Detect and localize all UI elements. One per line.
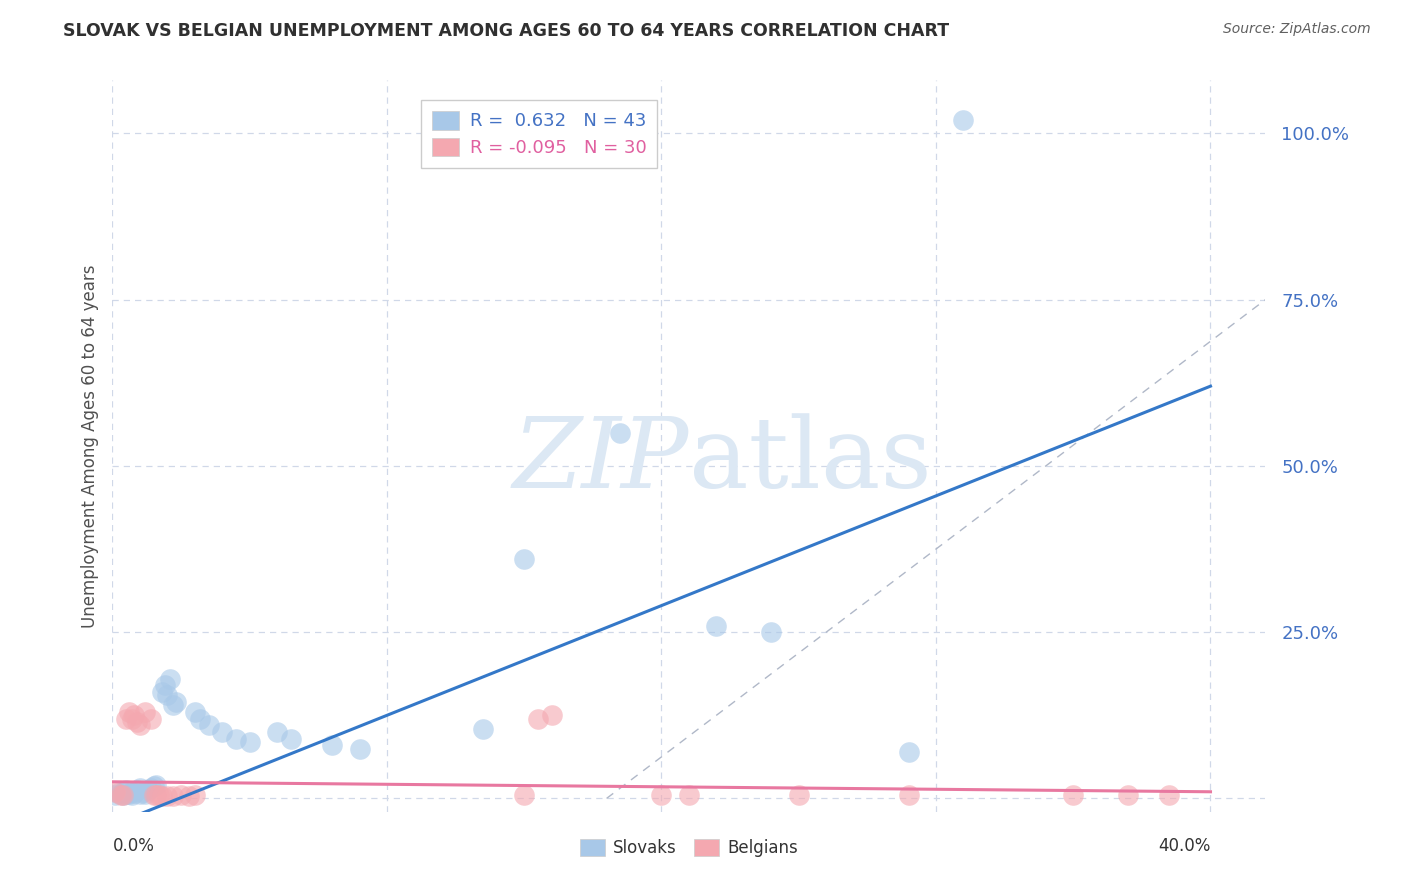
Point — [1116, 788, 1139, 802]
Point — [134, 787, 156, 801]
Point — [124, 786, 146, 800]
Point — [787, 788, 810, 802]
Point — [115, 783, 138, 797]
Point — [706, 618, 728, 632]
Point — [104, 788, 127, 802]
Point — [142, 780, 165, 794]
Point — [118, 788, 141, 802]
Point — [170, 788, 193, 802]
Point — [211, 725, 233, 739]
Point — [156, 789, 179, 803]
Point — [124, 708, 146, 723]
Y-axis label: Unemployment Among Ages 60 to 64 years: Unemployment Among Ages 60 to 64 years — [80, 264, 98, 628]
Point — [527, 712, 550, 726]
Point — [110, 788, 132, 802]
Point — [156, 689, 179, 703]
Text: 0.0%: 0.0% — [112, 838, 155, 855]
Point — [136, 782, 159, 797]
Point — [349, 741, 371, 756]
Point — [118, 705, 141, 719]
Point — [179, 789, 201, 803]
Text: ZIP: ZIP — [513, 413, 689, 508]
Point — [1159, 788, 1181, 802]
Point — [321, 738, 343, 752]
Point — [165, 695, 187, 709]
Point — [112, 788, 135, 802]
Point — [142, 788, 165, 802]
Point — [134, 705, 156, 719]
Point — [127, 714, 149, 729]
Point — [761, 625, 783, 640]
Point — [121, 712, 143, 726]
Point — [110, 788, 132, 802]
Text: Source: ZipAtlas.com: Source: ZipAtlas.com — [1223, 22, 1371, 37]
Point — [145, 778, 167, 792]
Point — [153, 678, 176, 692]
Point — [162, 698, 184, 713]
Point — [162, 789, 184, 803]
Point — [184, 788, 207, 802]
Point — [188, 712, 211, 726]
Point — [145, 788, 167, 802]
Point — [112, 788, 135, 802]
Point — [129, 718, 152, 732]
Point — [150, 789, 173, 803]
Text: 40.0%: 40.0% — [1159, 838, 1211, 855]
Text: atlas: atlas — [689, 413, 932, 508]
Point — [150, 685, 173, 699]
Point — [129, 788, 152, 802]
Point — [650, 788, 672, 802]
Point — [115, 787, 138, 801]
Legend: R =  0.632   N = 43, R = -0.095   N = 30: R = 0.632 N = 43, R = -0.095 N = 30 — [420, 100, 657, 168]
Point — [139, 781, 162, 796]
Point — [952, 113, 974, 128]
Point — [897, 745, 920, 759]
Point — [540, 708, 562, 723]
Point — [197, 718, 219, 732]
Point — [104, 785, 127, 799]
Point — [513, 552, 536, 566]
Point — [513, 788, 536, 802]
Point — [280, 731, 302, 746]
Point — [239, 735, 262, 749]
Point — [266, 725, 288, 739]
Point — [225, 731, 247, 746]
Point — [107, 786, 129, 800]
Point — [1062, 788, 1084, 802]
Point — [121, 788, 143, 802]
Point — [678, 788, 700, 802]
Point — [184, 705, 207, 719]
Point — [129, 781, 152, 796]
Point — [897, 788, 920, 802]
Point — [472, 722, 495, 736]
Point — [609, 425, 631, 440]
Point — [131, 785, 153, 799]
Point — [115, 712, 138, 726]
Point — [127, 783, 149, 797]
Point — [139, 712, 162, 726]
Text: SLOVAK VS BELGIAN UNEMPLOYMENT AMONG AGES 60 TO 64 YEARS CORRELATION CHART: SLOVAK VS BELGIAN UNEMPLOYMENT AMONG AGE… — [63, 22, 949, 40]
Point — [121, 785, 143, 799]
Point — [159, 672, 181, 686]
Point — [112, 785, 135, 799]
Point — [148, 788, 170, 802]
